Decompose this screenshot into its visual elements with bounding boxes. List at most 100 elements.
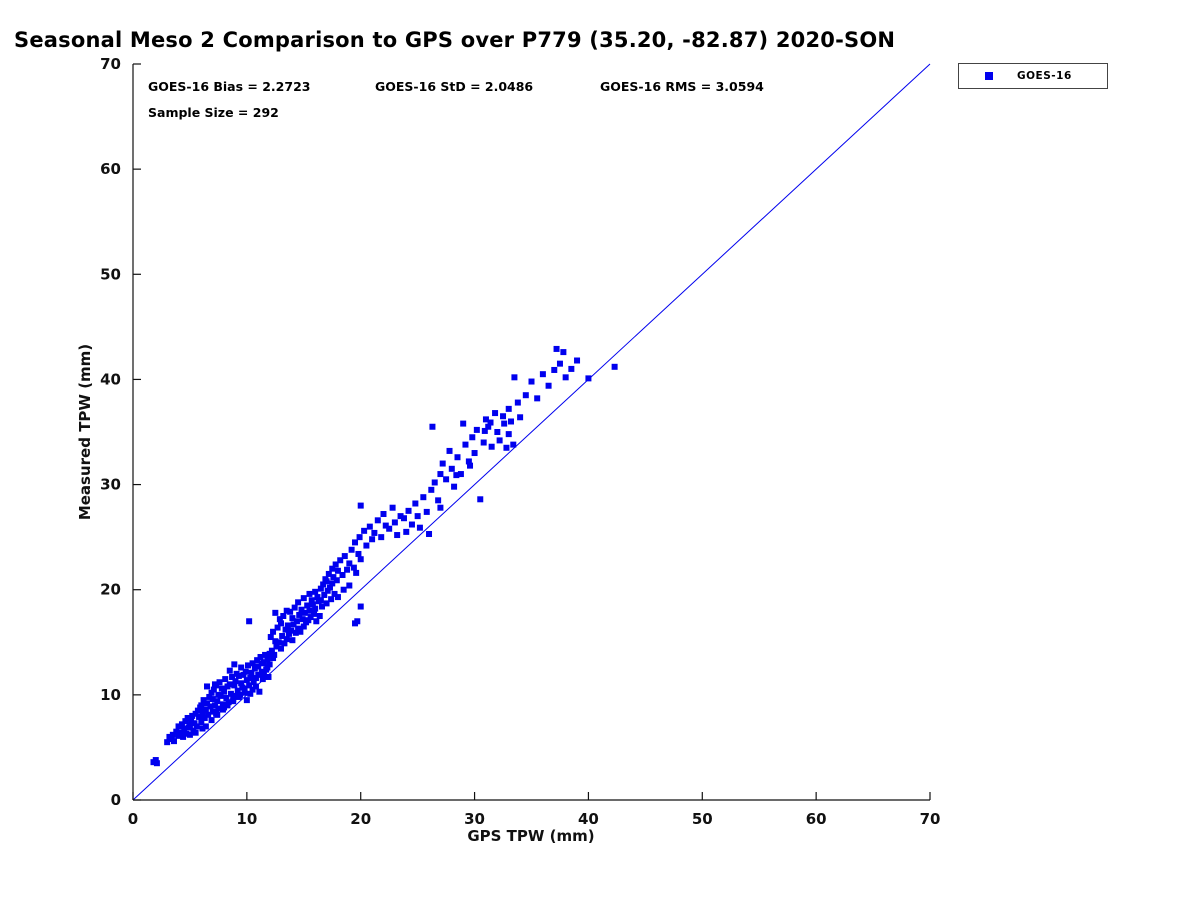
data-point-marker xyxy=(235,672,242,679)
data-point-marker xyxy=(271,651,278,658)
data-point-marker xyxy=(288,627,295,634)
data-point-marker xyxy=(177,729,184,736)
data-point-marker xyxy=(471,450,478,457)
data-point-marker xyxy=(189,712,196,719)
x-tick-label: 50 xyxy=(692,810,713,828)
data-point-marker xyxy=(265,673,272,680)
data-point-marker xyxy=(301,609,308,616)
data-point-marker xyxy=(290,621,297,628)
data-point-marker xyxy=(334,567,341,574)
data-point-marker xyxy=(241,685,248,692)
y-tick-label: 70 xyxy=(100,55,121,73)
data-point-marker xyxy=(278,620,285,627)
data-point-marker xyxy=(325,570,332,577)
data-point-marker xyxy=(366,523,373,530)
y-tick-label: 20 xyxy=(100,581,121,599)
stat-bias: GOES-16 Bias = 2.2723 xyxy=(148,79,311,94)
data-point-marker xyxy=(182,718,189,725)
data-point-marker xyxy=(219,706,226,713)
data-point-marker xyxy=(199,725,206,732)
data-point-marker xyxy=(257,654,264,661)
data-point-marker xyxy=(501,420,508,427)
data-point-marker xyxy=(262,651,269,658)
data-point-marker xyxy=(326,584,333,591)
data-point-marker xyxy=(585,375,592,382)
data-point-marker xyxy=(270,628,277,635)
data-point-marker xyxy=(246,618,253,625)
data-point-marker xyxy=(208,717,215,724)
data-point-marker xyxy=(227,690,234,697)
data-point-marker xyxy=(465,458,472,465)
x-tick-label: 70 xyxy=(920,810,941,828)
data-point-marker xyxy=(300,595,307,602)
data-point-marker xyxy=(252,675,259,682)
data-point-marker xyxy=(420,494,427,501)
data-point-marker xyxy=(357,502,364,509)
data-point-marker xyxy=(331,590,338,597)
x-tick-label: 20 xyxy=(350,810,371,828)
data-point-marker xyxy=(334,594,341,601)
data-point-marker xyxy=(528,378,535,385)
data-point-marker xyxy=(460,420,467,427)
data-point-marker xyxy=(170,738,177,745)
data-point-marker xyxy=(199,709,206,716)
data-point-marker xyxy=(346,582,353,589)
data-point-marker xyxy=(522,392,529,399)
stat-sample-size: Sample Size = 292 xyxy=(148,105,279,120)
data-point-marker xyxy=(224,702,231,709)
data-point-marker xyxy=(169,731,176,738)
data-point-marker xyxy=(260,670,267,677)
data-point-marker xyxy=(281,640,288,647)
data-point-marker xyxy=(231,661,238,668)
data-point-marker xyxy=(503,444,510,451)
data-point-marker xyxy=(369,536,376,543)
data-point-marker xyxy=(238,664,245,671)
data-point-marker xyxy=(517,414,524,421)
data-point-marker xyxy=(194,707,201,714)
data-point-marker xyxy=(202,723,209,730)
data-point-marker xyxy=(211,702,218,709)
data-point-marker xyxy=(389,504,396,511)
data-point-marker xyxy=(268,647,275,654)
data-point-marker xyxy=(232,692,239,699)
data-point-marker xyxy=(243,677,250,684)
x-tick-label: 40 xyxy=(578,810,599,828)
data-point-marker xyxy=(378,534,385,541)
chart-title: Seasonal Meso 2 Comparison to GPS over P… xyxy=(14,28,896,52)
data-point-marker xyxy=(426,530,433,537)
data-point-marker xyxy=(356,534,363,541)
data-point-marker xyxy=(329,580,336,587)
data-point-marker xyxy=(462,441,469,448)
data-point-marker xyxy=(312,588,319,595)
data-point-marker xyxy=(231,682,238,689)
data-point-marker xyxy=(386,525,393,532)
data-point-marker xyxy=(243,697,250,704)
data-point-marker xyxy=(296,611,303,618)
data-point-marker xyxy=(198,719,205,726)
data-point-marker xyxy=(350,564,357,571)
data-point-marker xyxy=(297,628,304,635)
x-axis-label: GPS TPW (mm) xyxy=(467,827,595,845)
y-axis-label: Measured TPW (mm) xyxy=(76,343,94,521)
data-point-marker xyxy=(429,423,436,430)
data-point-marker xyxy=(225,699,232,706)
data-point-marker xyxy=(164,739,171,746)
data-point-marker xyxy=(285,630,292,637)
data-point-marker xyxy=(505,431,512,438)
data-point-marker xyxy=(492,410,499,417)
data-point-marker xyxy=(214,711,221,718)
data-point-marker xyxy=(488,443,495,450)
data-point-marker xyxy=(457,471,464,478)
data-point-marker xyxy=(340,586,347,593)
data-point-marker xyxy=(324,587,331,594)
data-point-marker xyxy=(467,462,474,469)
data-point-marker xyxy=(183,730,190,737)
y-tick-label: 50 xyxy=(100,265,121,283)
data-point-marker xyxy=(295,599,302,606)
data-point-marker xyxy=(252,683,259,690)
data-point-marker xyxy=(218,685,225,692)
data-point-marker xyxy=(193,723,200,730)
data-point-marker xyxy=(272,609,279,616)
data-point-marker xyxy=(249,660,256,667)
data-point-marker xyxy=(380,511,387,518)
